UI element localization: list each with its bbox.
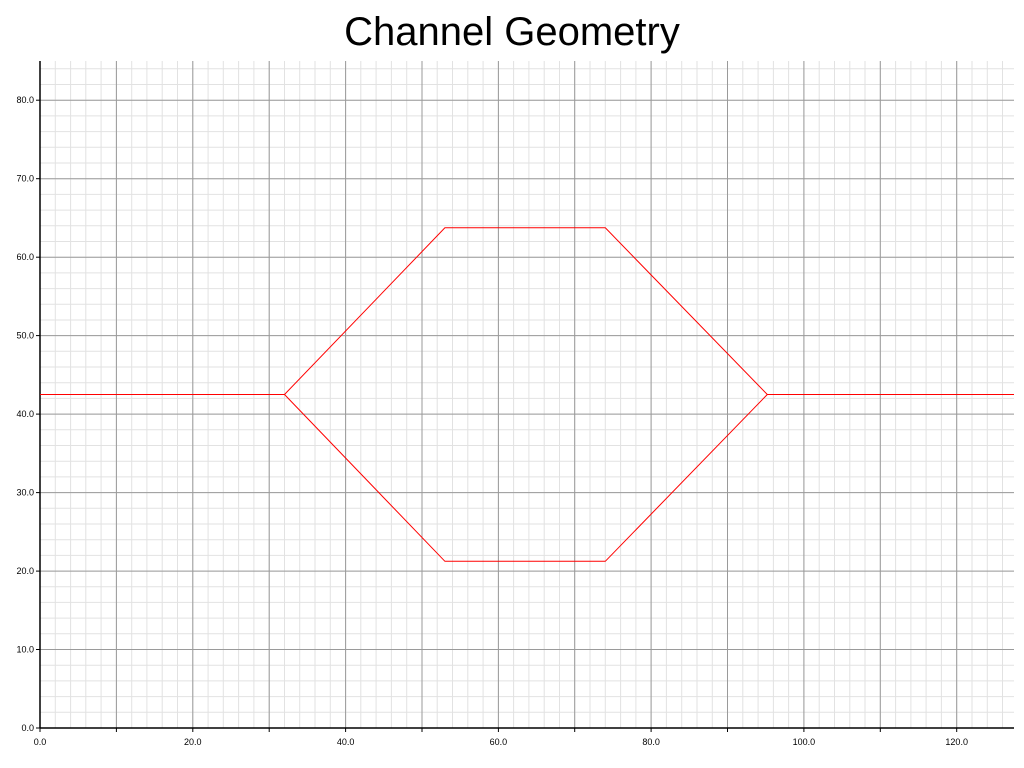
x-tick-label: 60.0	[490, 737, 508, 747]
y-tick-label: 30.0	[16, 488, 34, 498]
x-tick-label: 80.0	[642, 737, 660, 747]
chart-title: Channel Geometry	[344, 10, 680, 54]
y-tick-label: 60.0	[16, 252, 34, 262]
x-tick-label: 120.0	[945, 737, 968, 747]
y-tick-label: 20.0	[16, 566, 34, 576]
series-line-2	[284, 394, 768, 562]
series-group	[40, 227, 1014, 562]
x-tick-label: 100.0	[793, 737, 816, 747]
y-tick-label: 80.0	[16, 95, 34, 105]
x-tick-label: 40.0	[337, 737, 355, 747]
y-tick-label: 50.0	[16, 331, 34, 341]
x-tick-labels: 0.0 20.0 40.0 60.0 80.0 100.0 120.0	[34, 737, 968, 747]
y-tick-label: 40.0	[16, 409, 34, 419]
y-tick-label: 0.0	[21, 723, 34, 733]
y-tick-label: 10.0	[16, 645, 34, 655]
y-tick-labels: 0.0 10.0 20.0 30.0 40.0 50.0 60.0 70.0 80.0	[16, 95, 34, 733]
axes	[36, 61, 1014, 732]
y-tick-label: 70.0	[16, 174, 34, 184]
x-tick-label: 0.0	[34, 737, 47, 747]
x-tick-label: 20.0	[184, 737, 202, 747]
series-line-1	[40, 227, 1014, 395]
